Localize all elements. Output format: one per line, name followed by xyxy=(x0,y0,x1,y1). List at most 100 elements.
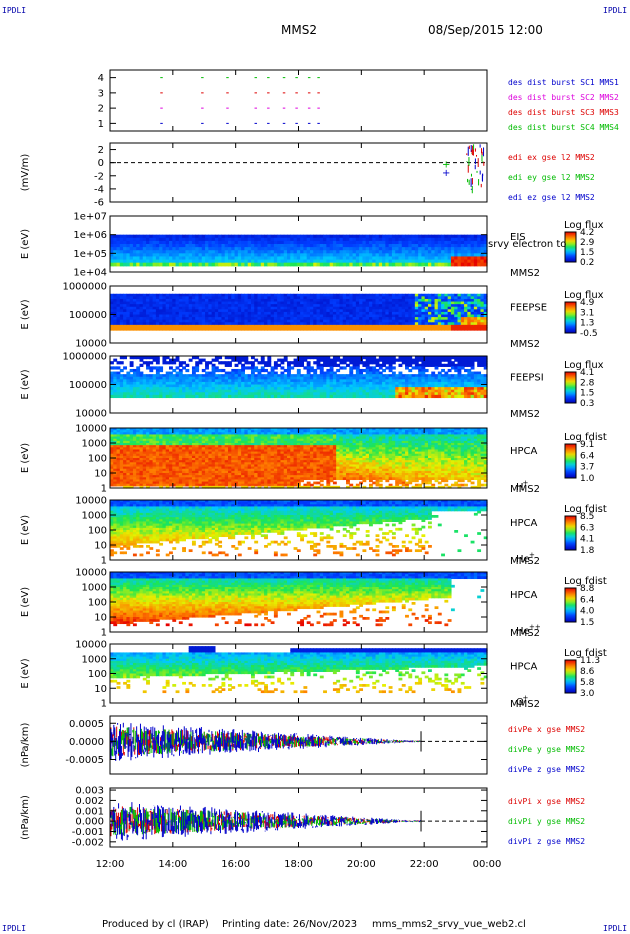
spectrogram-cell xyxy=(241,262,246,267)
spectrogram-cell xyxy=(247,309,252,313)
spectrogram-cell xyxy=(296,293,301,297)
spectrogram-cell xyxy=(234,314,239,318)
spectrogram-cell xyxy=(211,259,216,264)
spectrogram-cell xyxy=(155,240,160,245)
spectrogram-cell xyxy=(411,240,416,245)
spectrogram-cell xyxy=(159,259,164,264)
spectrogram-cell xyxy=(444,240,449,245)
spectrogram-cell xyxy=(175,314,180,318)
spectrogram-cell xyxy=(349,304,354,308)
spectrogram-cell xyxy=(185,319,190,323)
spectrogram-cell xyxy=(346,256,350,261)
spectrogram-cell xyxy=(152,319,157,323)
spectrogram-cell xyxy=(421,317,426,321)
spectrogram-cell xyxy=(165,250,170,254)
spectrogram-cell xyxy=(300,327,305,331)
spectrogram-cell xyxy=(211,324,216,329)
spectrogram-cell xyxy=(254,324,259,329)
spectrogram-cell xyxy=(129,296,134,300)
spectrogram-cell xyxy=(159,368,164,373)
spectrogram-cell xyxy=(260,304,265,308)
spectrogram-cell xyxy=(182,317,186,321)
spectrogram-cell xyxy=(287,319,291,323)
spectrogram-cell xyxy=(247,311,252,316)
spectrogram-cell xyxy=(218,240,223,245)
spectrogram-cell xyxy=(139,253,144,258)
spectrogram-cell xyxy=(336,253,341,258)
spectrogram-cell xyxy=(260,262,265,267)
spectrogram-cell xyxy=(342,293,347,297)
spectrogram-cell xyxy=(421,311,426,316)
spectrogram-cell xyxy=(339,237,344,242)
spectrogram-cell xyxy=(329,244,334,248)
spectrogram-cell xyxy=(323,256,327,261)
spectrogram-cell xyxy=(395,298,400,303)
spectrogram-cell xyxy=(228,240,232,245)
feepse-spacecraft-label: MMS2 xyxy=(510,339,540,350)
spectrogram-cell xyxy=(201,240,206,245)
spectrogram-cell xyxy=(470,247,475,251)
spectrogram-cell xyxy=(267,293,272,297)
spectrogram-cell xyxy=(359,319,364,323)
spectrogram-cell xyxy=(339,296,344,300)
spectrogram-cell xyxy=(198,322,203,326)
spectrogram-cell xyxy=(270,240,275,245)
spectrogram-cell xyxy=(234,306,239,310)
spectrogram-cell xyxy=(260,301,265,305)
spectrogram-cell xyxy=(300,256,305,261)
spectrogram-cell xyxy=(332,324,337,329)
spectrogram-cell xyxy=(323,301,327,305)
spectrogram-cell xyxy=(264,306,268,310)
spectrogram-cell xyxy=(159,253,164,258)
spectrogram-cell xyxy=(159,296,164,300)
spectrogram-cell xyxy=(172,301,177,305)
spectrogram-cell xyxy=(214,234,219,239)
spectrogram-cell xyxy=(257,298,262,303)
spectrogram-cell xyxy=(129,363,134,367)
spectrogram-cell xyxy=(139,309,144,313)
spectrogram-cell xyxy=(110,327,114,331)
spectrogram-cell xyxy=(401,327,406,331)
spectrogram-cell xyxy=(460,237,465,242)
spectrogram-cell xyxy=(208,306,213,310)
spectrogram-cell xyxy=(185,327,190,331)
spectrogram-cell xyxy=(142,324,147,329)
spectrogram-cell xyxy=(398,247,403,251)
spectrogram-cell xyxy=(421,306,426,310)
spectrogram-cell xyxy=(283,309,288,313)
spectrogram-cell xyxy=(126,259,131,264)
spectrogram-cell xyxy=(391,314,396,318)
spectrogram-cell xyxy=(149,240,154,245)
spectrogram-cell xyxy=(195,309,200,313)
spectrogram-cell xyxy=(300,314,305,318)
spectrogram-cell xyxy=(132,314,137,318)
spectrogram-cell xyxy=(270,298,275,303)
spectrogram-cell xyxy=(270,314,275,318)
spectrogram-cell xyxy=(326,324,331,329)
spectrogram-cell xyxy=(329,293,334,297)
spectrogram-cell xyxy=(332,322,337,326)
spectrogram-cell xyxy=(309,247,314,251)
spectrogram-cell xyxy=(483,256,488,261)
spectrogram-cell xyxy=(342,240,347,245)
spectrogram-cell xyxy=(457,262,462,267)
spectrogram-cell xyxy=(382,327,386,331)
spectrogram-cell xyxy=(375,240,380,245)
spectrogram-cell xyxy=(247,262,252,267)
spectrogram-cell xyxy=(385,314,390,318)
spectrogram-cell xyxy=(155,247,160,251)
burst-legend-4: des dist burst SC4 MMS4 xyxy=(508,123,619,132)
spectrogram-cell xyxy=(460,250,465,254)
spectrogram-cell xyxy=(287,250,291,254)
spectrogram-cell xyxy=(211,319,216,323)
spectrogram-cell xyxy=(362,250,367,254)
spectrogram-cell xyxy=(336,301,341,305)
spectrogram-cell xyxy=(191,247,196,251)
spectrogram-cell xyxy=(398,322,403,326)
spectrogram-cell xyxy=(316,256,321,261)
spectrogram-cell xyxy=(414,314,419,318)
spectrogram-cell xyxy=(385,306,390,310)
spectrogram-cell xyxy=(391,304,396,308)
spectrogram-cell xyxy=(270,304,275,308)
spectrogram-cell xyxy=(191,237,196,242)
